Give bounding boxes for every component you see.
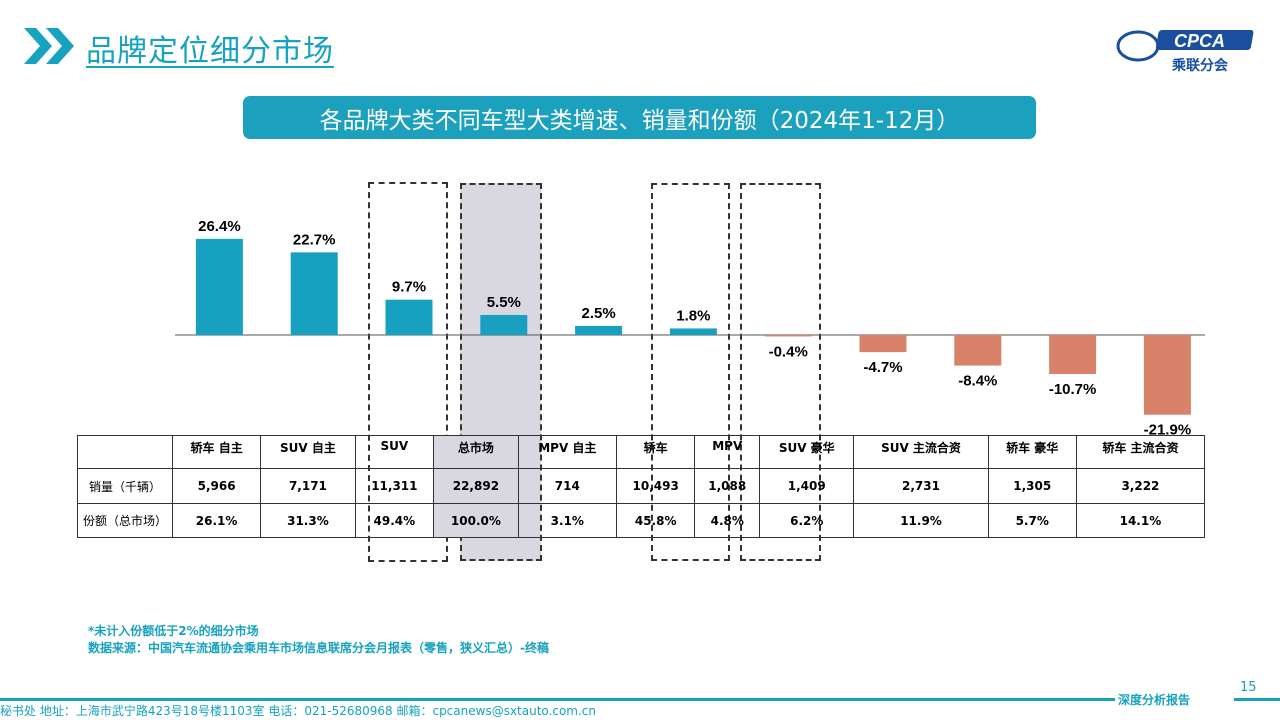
table-cell: 3.1%	[517, 503, 617, 538]
bar	[480, 314, 528, 335]
column-header: SUV	[354, 435, 435, 469]
bar	[669, 328, 717, 335]
footer-divider	[0, 698, 1115, 701]
table-cell: 11,311	[354, 468, 435, 504]
chevrons-icon	[24, 28, 74, 64]
highlight-box-total	[460, 183, 542, 561]
chart-title: 各品牌大类不同车型大类增速、销量和份额（2024年1-12月）	[243, 96, 1036, 139]
column-header: 轿车 自主	[171, 435, 262, 469]
table-cell: 14.1%	[1075, 503, 1206, 538]
table-cell: 6.2%	[759, 503, 855, 538]
table-cell: 5,966	[171, 468, 262, 504]
row-label: 份额（总市场）	[77, 503, 173, 538]
table-cell: 49.4%	[354, 503, 435, 538]
table-cell: 10,493	[615, 468, 696, 504]
table-cell: 714	[517, 468, 617, 504]
highlight-box-suv	[368, 182, 448, 562]
table-cell: 1,088	[694, 468, 761, 504]
bar	[859, 335, 907, 353]
data-label: 9.7%	[392, 279, 426, 296]
column-header: MPV 自主	[517, 435, 617, 469]
footer-address: 秘书处 地址：上海市武宁路423号18号楼1103室 电话：021-526809…	[0, 704, 597, 718]
table-cell: 26.1%	[171, 503, 262, 538]
highlight-box-mpv	[740, 183, 821, 561]
bar-chart: 26.4% 22.7% 9.7% 5.5% 2.5% 1.8% -0.4% -4.7% -8.4…	[175, 218, 1205, 439]
page-title: 品牌定位细分市场	[86, 34, 334, 69]
footer-divider-right	[1234, 698, 1280, 701]
highlight-box-sedan	[651, 183, 730, 561]
note-source: 数据来源：中国汽车流通协会乘用车市场信息联席分会月报表（零售，狭义汇总）-终稿	[88, 641, 549, 655]
table-cell: 22,892	[433, 468, 519, 504]
column-header: SUV 自主	[260, 435, 356, 469]
column-header: 轿车	[615, 435, 696, 469]
data-label: -0.4%	[769, 343, 808, 360]
column-header: 总市场	[433, 435, 519, 469]
data-table: 轿车 自主 SUV 自主 SUV 总市场 MPV 自主 轿车 MPV SUV 豪华 SUV 主流…	[77, 435, 1206, 538]
report-label: 深度分析报告	[1118, 693, 1191, 707]
table-cell: 31.3%	[260, 503, 356, 538]
bar	[195, 238, 243, 335]
table-cell: 100.0%	[433, 503, 519, 538]
svg-text:乘联分会: 乘联分会	[1171, 57, 1229, 74]
table-cell: 2,731	[853, 468, 989, 504]
data-label: 1.8%	[676, 307, 710, 324]
table-cell: 7,171	[260, 468, 356, 504]
data-label: -4.7%	[863, 359, 902, 376]
table-cell: 1,409	[759, 468, 855, 504]
cpca-logo: CPCA 乘联分会	[1110, 24, 1260, 74]
column-header: 轿车 主流合资	[1075, 435, 1206, 469]
note-share: *未计入份额低于2%的细分市场	[88, 624, 259, 638]
svg-text:CPCA: CPCA	[1174, 31, 1225, 51]
column-header: 轿车 豪华	[987, 435, 1077, 469]
notes: *未计入份额低于2%的细分市场 数据来源：中国汽车流通协会乘用车市场信息联席分会…	[88, 623, 549, 657]
bar	[1049, 335, 1097, 374]
table-cell: 1,305	[987, 468, 1077, 504]
row-label: 销量（千辆）	[77, 468, 173, 504]
bar	[290, 252, 338, 335]
table-cell: 45.8%	[615, 503, 696, 538]
table-corner	[77, 435, 173, 469]
bar	[1143, 335, 1191, 415]
data-label: -10.7%	[1049, 381, 1097, 398]
table-cell: 3,222	[1075, 468, 1206, 504]
bar	[954, 335, 1002, 366]
data-label: 5.5%	[487, 294, 521, 311]
bar	[764, 335, 812, 337]
table-cell: 5.7%	[987, 503, 1077, 538]
column-header: SUV 豪华	[759, 435, 855, 469]
data-label: 2.5%	[581, 305, 615, 322]
data-label: 22.7%	[293, 231, 336, 248]
page-number: 15	[1240, 680, 1257, 695]
column-header: MPV	[694, 435, 761, 469]
bar	[385, 299, 433, 335]
data-label: -21.9%	[1144, 422, 1192, 439]
data-label: 26.4%	[198, 218, 241, 235]
data-label: -8.4%	[958, 373, 997, 390]
table-cell: 11.9%	[853, 503, 989, 538]
column-header: SUV 主流合资	[853, 435, 989, 469]
table-cell: 4.8%	[694, 503, 761, 538]
bar	[575, 325, 623, 335]
